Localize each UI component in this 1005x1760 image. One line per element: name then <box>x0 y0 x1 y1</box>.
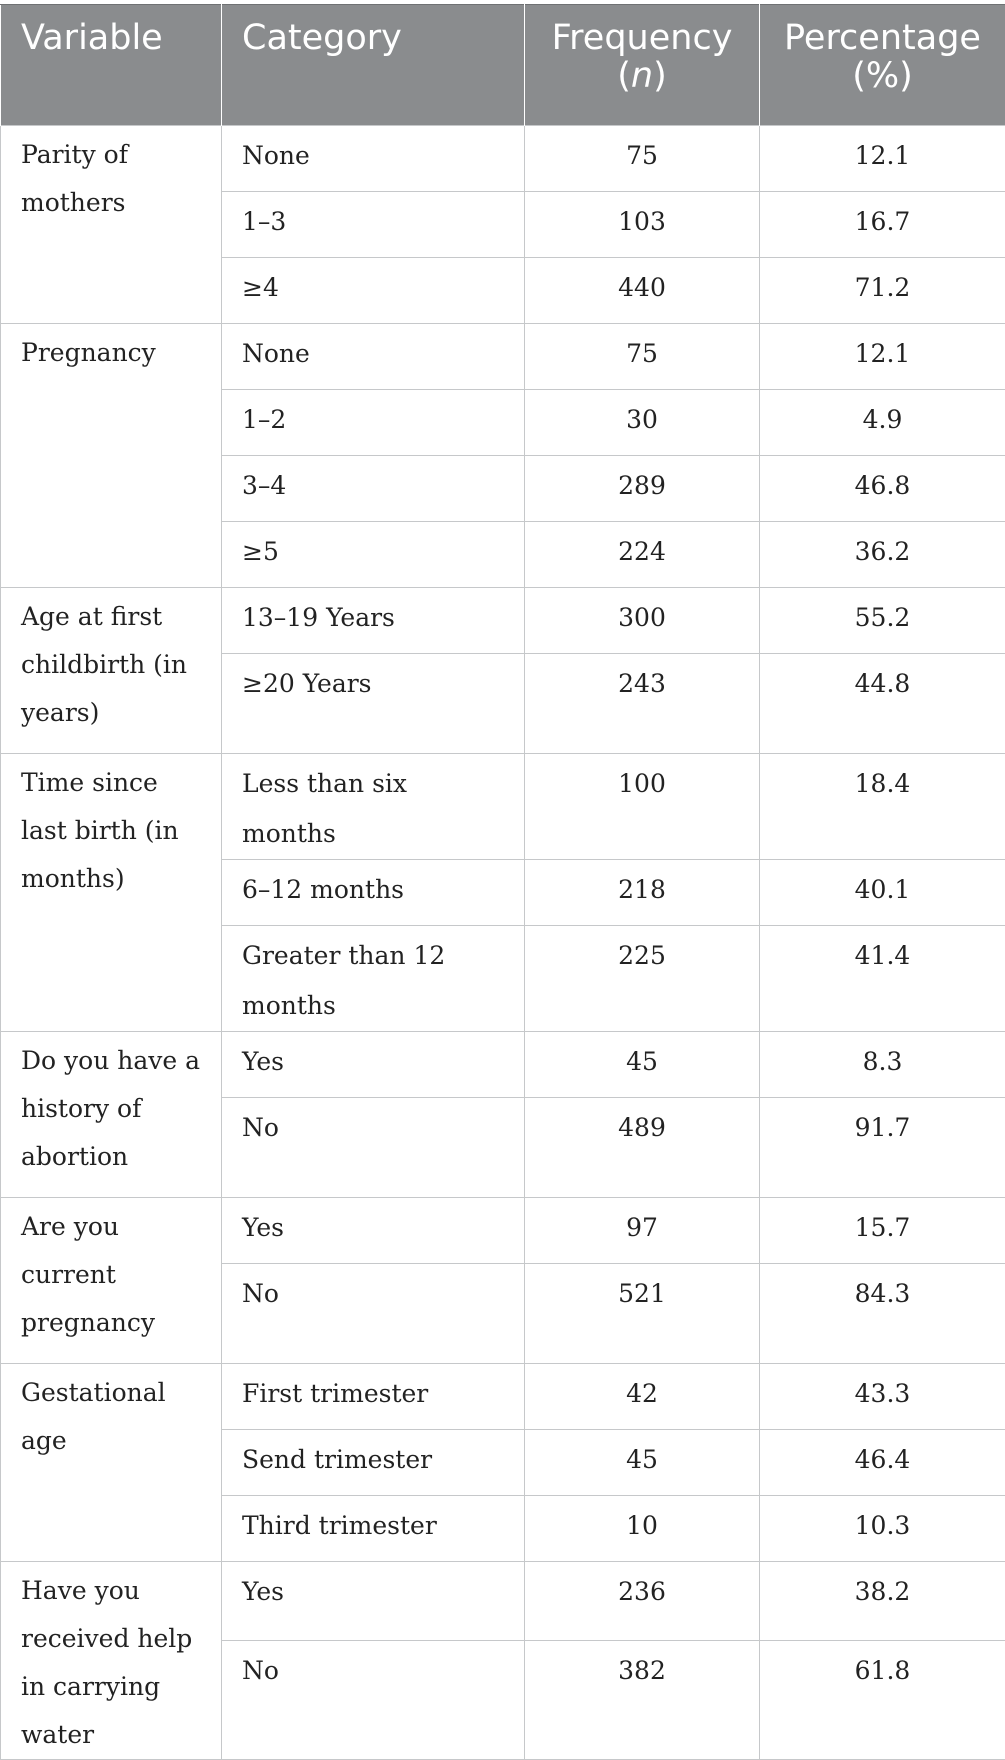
header-percentage: Percentage (%) <box>760 5 1005 126</box>
category-cell: 6–12 months <box>222 860 525 926</box>
category-cell: 1–2 <box>222 390 525 456</box>
variable-cell: Gestational age <box>1 1364 222 1562</box>
frequency-cell: 289 <box>525 456 760 522</box>
percentage-cell: 84.3 <box>760 1264 1005 1364</box>
category-cell: ≥5 <box>222 522 525 588</box>
percentage-cell: 10.3 <box>760 1496 1005 1562</box>
category-cell: ≥20 Years <box>222 654 525 754</box>
variable-cell: Age at first childbirth (in years) <box>1 588 222 754</box>
category-cell: First trimester <box>222 1364 525 1430</box>
category-cell: Third trimester <box>222 1496 525 1562</box>
frequency-cell: 42 <box>525 1364 760 1430</box>
variable-cell: Have you received help in carrying water <box>1 1562 222 1760</box>
frequency-cell: 521 <box>525 1264 760 1364</box>
category-cell: Less than six months <box>222 754 525 860</box>
table-row: Have you received help in carrying water… <box>1 1562 1005 1641</box>
variable-cell: Do you have a history of abortion <box>1 1032 222 1198</box>
category-cell: 13–19 Years <box>222 588 525 654</box>
percentage-cell: 16.7 <box>760 192 1005 258</box>
table-header: Variable Category Frequency (n) Percenta… <box>1 5 1005 126</box>
header-row: Variable Category Frequency (n) Percenta… <box>1 5 1005 126</box>
category-cell: Yes <box>222 1032 525 1098</box>
category-cell: None <box>222 324 525 390</box>
frequency-cell: 236 <box>525 1562 760 1641</box>
category-cell: Yes <box>222 1562 525 1641</box>
category-cell: Yes <box>222 1198 525 1264</box>
variable-cell: Pregnancy <box>1 324 222 588</box>
variable-cell: Are you current pregnancy <box>1 1198 222 1364</box>
frequency-cell: 243 <box>525 654 760 754</box>
category-cell: Send trimester <box>222 1430 525 1496</box>
percentage-cell: 71.2 <box>760 258 1005 324</box>
header-percentage-line1: Percentage <box>780 19 985 57</box>
percentage-cell: 46.8 <box>760 456 1005 522</box>
percentage-cell: 4.9 <box>760 390 1005 456</box>
frequency-cell: 225 <box>525 926 760 1032</box>
header-frequency-line1: Frequency <box>545 19 739 57</box>
category-cell: No <box>222 1098 525 1198</box>
category-cell: 1–3 <box>222 192 525 258</box>
percentage-cell: 91.7 <box>760 1098 1005 1198</box>
percentage-cell: 41.4 <box>760 926 1005 1032</box>
category-cell: Greater than 12 months <box>222 926 525 1032</box>
frequency-cell: 218 <box>525 860 760 926</box>
frequency-cell: 45 <box>525 1032 760 1098</box>
frequency-cell: 300 <box>525 588 760 654</box>
frequency-cell: 489 <box>525 1098 760 1198</box>
table-page: Variable Category Frequency (n) Percenta… <box>0 0 1005 1628</box>
frequency-cell: 224 <box>525 522 760 588</box>
percentage-cell: 15.7 <box>760 1198 1005 1264</box>
header-category: Category <box>222 5 525 126</box>
frequency-cell: 75 <box>525 126 760 192</box>
percentage-cell: 61.8 <box>760 1640 1005 1759</box>
variable-cell: Parity of mothers <box>1 126 222 324</box>
header-percentage-line2: (%) <box>780 57 985 95</box>
frequency-cell: 45 <box>525 1430 760 1496</box>
percentage-cell: 18.4 <box>760 754 1005 860</box>
frequency-cell: 382 <box>525 1640 760 1759</box>
category-cell: ≥4 <box>222 258 525 324</box>
percentage-cell: 43.3 <box>760 1364 1005 1430</box>
table-row: Time since last birth (in months)Less th… <box>1 754 1005 860</box>
percentage-cell: 38.2 <box>760 1562 1005 1641</box>
percentage-cell: 12.1 <box>760 324 1005 390</box>
frequency-cell: 103 <box>525 192 760 258</box>
header-frequency: Frequency (n) <box>525 5 760 126</box>
frequency-cell: 10 <box>525 1496 760 1562</box>
category-cell: None <box>222 126 525 192</box>
data-table: Variable Category Frequency (n) Percenta… <box>0 4 1005 1760</box>
frequency-cell: 100 <box>525 754 760 860</box>
percentage-cell: 55.2 <box>760 588 1005 654</box>
header-variable: Variable <box>1 5 222 126</box>
frequency-cell: 97 <box>525 1198 760 1264</box>
percentage-cell: 36.2 <box>760 522 1005 588</box>
percentage-cell: 40.1 <box>760 860 1005 926</box>
frequency-cell: 440 <box>525 258 760 324</box>
percentage-cell: 12.1 <box>760 126 1005 192</box>
percentage-cell: 44.8 <box>760 654 1005 754</box>
variable-cell: Time since last birth (in months) <box>1 754 222 1032</box>
frequency-cell: 30 <box>525 390 760 456</box>
category-cell: No <box>222 1264 525 1364</box>
table-row: Age at first childbirth (in years)13–19 … <box>1 588 1005 654</box>
percentage-cell: 46.4 <box>760 1430 1005 1496</box>
category-cell: 3–4 <box>222 456 525 522</box>
header-frequency-line2: (n) <box>545 57 739 95</box>
percentage-cell: 8.3 <box>760 1032 1005 1098</box>
category-cell: No <box>222 1640 525 1759</box>
frequency-cell: 75 <box>525 324 760 390</box>
